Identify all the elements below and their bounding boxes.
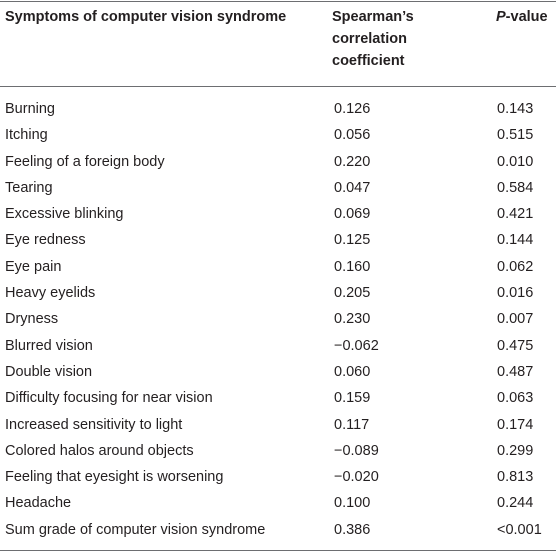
table-row: Feeling that eyesight is worsening −0.020… — [0, 464, 556, 490]
table-header-rule — [0, 86, 556, 87]
coefficient-cell: 0.047 — [334, 179, 371, 196]
pvalue-cell: 0.144 — [497, 232, 534, 249]
coefficient-cell: −0.020 — [334, 469, 379, 486]
table-row: Double vision 0.060 0.487 — [0, 359, 556, 385]
table-row: Excessive blinking 0.069 0.421 — [0, 201, 556, 227]
symptom-cell: Colored halos around objects — [5, 442, 194, 459]
pvalue-cell: 0.063 — [497, 390, 534, 407]
header-spearman: Spearman’s correlation coefficient — [332, 6, 472, 72]
coefficient-cell: −0.089 — [334, 442, 379, 459]
symptom-cell: Dryness — [5, 311, 59, 328]
symptom-cell: Burning — [5, 101, 55, 117]
table-row: Itching 0.056 0.515 — [0, 122, 556, 148]
header-spearman-line-2: correlation — [332, 31, 407, 47]
table-row: Difficulty focusing for near vision 0.159… — [0, 385, 556, 411]
coefficient-cell: 0.220 — [334, 153, 371, 170]
coefficient-cell: 0.125 — [334, 232, 371, 249]
coefficient-cell: 0.386 — [334, 521, 371, 538]
symptom-cell: Blurred vision — [5, 337, 93, 354]
coefficient-cell: 0.117 — [334, 416, 370, 433]
symptom-cell: Eye redness — [5, 232, 86, 249]
symptom-cell: Increased sensitivity to light — [5, 416, 183, 433]
table-row: Headache 0.100 0.244 — [0, 490, 556, 516]
symptom-cell: Heavy eyelids — [5, 285, 96, 302]
pvalue-cell: 0.007 — [497, 311, 534, 328]
pvalue-cell: 0.584 — [497, 179, 534, 196]
table-row: Heavy eyelids 0.205 0.016 — [0, 280, 556, 306]
pvalue-cell: 0.813 — [497, 469, 534, 486]
pvalue-cell: 0.174 — [497, 416, 534, 433]
table-row: Feeling of a foreign body 0.220 0.010 — [0, 149, 556, 175]
table-row: Eye redness 0.125 0.144 — [0, 227, 556, 253]
pvalue-cell: 0.010 — [497, 153, 534, 170]
table-row: Burning 0.126 0.143 — [0, 96, 556, 122]
coefficient-cell: 0.060 — [334, 363, 371, 380]
pvalue-cell: 0.299 — [497, 442, 534, 459]
symptom-cell: Eye pain — [5, 258, 62, 275]
header-pvalue: P-value — [496, 6, 556, 28]
coefficient-cell: 0.100 — [334, 495, 371, 512]
pvalue-cell: 0.515 — [497, 127, 534, 144]
pvalue-cell: 0.487 — [497, 363, 534, 380]
table-row: Eye pain 0.160 0.062 — [0, 254, 556, 280]
pvalue-cell: 0.062 — [497, 258, 534, 275]
table-row: Dryness 0.230 0.007 — [0, 306, 556, 332]
header-spearman-line-3: coefficient — [332, 53, 405, 69]
symptom-cell: Itching — [5, 127, 48, 144]
symptom-cell: Feeling that eyesight is worsening — [5, 469, 224, 486]
table-row: Sum grade of computer vision syndrome 0.3… — [0, 517, 556, 543]
table-row: Increased sensitivity to light 0.117 0.174 — [0, 412, 556, 438]
symptom-cell: Double vision — [5, 363, 93, 380]
coefficient-cell: 0.056 — [334, 127, 371, 144]
table-row: Tearing 0.047 0.584 — [0, 175, 556, 201]
coefficient-cell: 0.205 — [334, 285, 371, 302]
table-row: Blurred vision −0.062 0.475 — [0, 333, 556, 359]
pvalue-cell: <0.001 — [497, 521, 542, 538]
pvalue-cell: 0.143 — [497, 101, 534, 117]
coefficient-cell: 0.069 — [334, 206, 371, 223]
symptom-cell: Excessive blinking — [5, 206, 124, 223]
coefficient-cell: −0.062 — [334, 337, 379, 354]
symptom-cell: Tearing — [5, 179, 53, 196]
coefficient-cell: 0.126 — [334, 101, 371, 117]
table-bottom-rule — [0, 550, 556, 551]
table-body: Burning 0.126 0.143 Itching 0.056 0.515 Feelin… — [0, 96, 556, 543]
symptom-cell: Difficulty focusing for near vision — [5, 390, 213, 407]
symptom-cell: Headache — [5, 495, 72, 512]
coefficient-cell: 0.159 — [334, 390, 371, 407]
table-row: Colored halos around objects −0.089 0.299 — [0, 438, 556, 464]
coefficient-cell: 0.160 — [334, 258, 371, 275]
symptom-cell: Feeling of a foreign body — [5, 153, 165, 170]
symptom-cell: Sum grade of computer vision syndrome — [5, 521, 266, 538]
pvalue-cell: 0.475 — [497, 337, 534, 354]
pvalue-cell: 0.016 — [497, 285, 534, 302]
pvalue-cell: 0.421 — [497, 206, 534, 223]
coefficient-cell: 0.230 — [334, 311, 371, 328]
header-pvalue-rest: -value — [505, 9, 548, 25]
header-spearman-line-1: Spearman’s — [332, 9, 414, 25]
pvalue-cell: 0.244 — [497, 495, 534, 512]
header-symptoms: Symptoms of computer vision syndrome — [5, 9, 287, 25]
header-pvalue-italic: P — [496, 9, 506, 25]
table-top-rule — [0, 1, 556, 2]
